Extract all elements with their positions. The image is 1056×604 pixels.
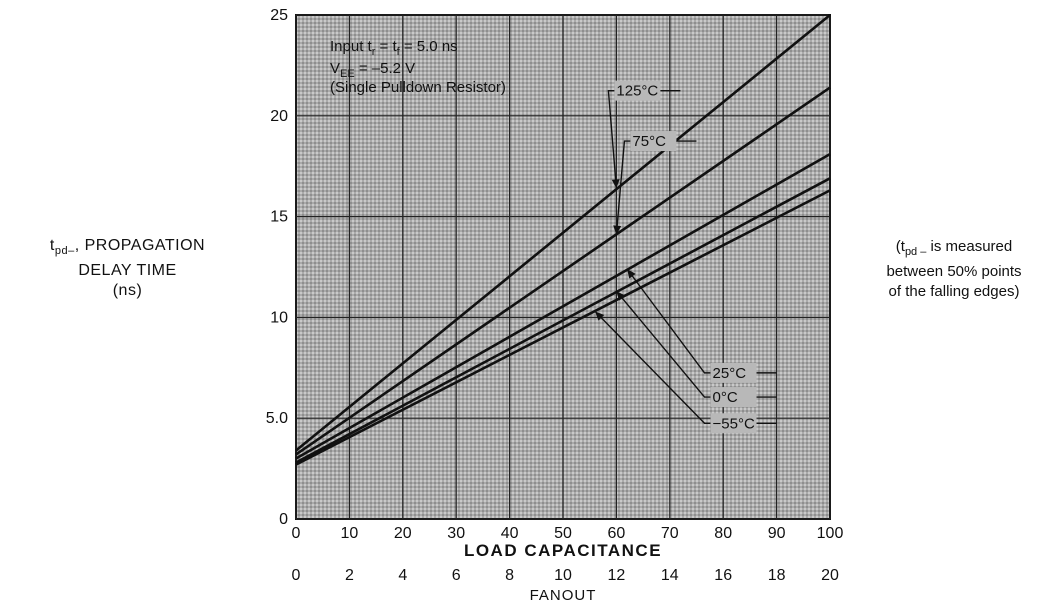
fanout-tick-label: 20	[821, 567, 839, 584]
conditions-line-1: Input tr = tf = 5.0 ns	[330, 38, 458, 58]
series-line	[295, 13, 831, 452]
fanout-tick-label: 8	[505, 567, 514, 584]
fanout-tick-label: 10	[554, 567, 572, 584]
series-callouts: 125°C 75°C 25°C 0°C −55°C	[594, 80, 777, 434]
series-label: 75°C	[632, 133, 666, 150]
series-line	[295, 177, 831, 464]
series-label-background	[710, 362, 757, 383]
x-tick-label: 90	[768, 525, 786, 542]
series-line	[295, 152, 831, 460]
x-tick-label: 100	[817, 525, 844, 542]
arrowhead	[627, 269, 636, 279]
arrowhead	[611, 179, 620, 189]
arrowhead	[613, 225, 622, 235]
y-tick-label: 20	[270, 108, 288, 125]
x-tick-label: 70	[661, 525, 679, 542]
y-axis-ticks: 0 5.0 10 15 20 25	[266, 7, 288, 528]
fanout-tick-label: 18	[768, 567, 786, 584]
arrowhead	[595, 311, 605, 321]
series-label: −55°C	[713, 415, 755, 432]
y-tick-label: 10	[270, 309, 288, 326]
fanout-tick-label: 2	[345, 567, 354, 584]
fanout-tick-label: 12	[608, 567, 626, 584]
series-lines	[295, 13, 831, 466]
test-conditions: Input tr = tf = 5.0 ns VEE = –5.2 V (Sin…	[330, 38, 506, 96]
fanout-axis-title: FANOUT	[530, 587, 597, 604]
x-tick-label: 60	[608, 525, 626, 542]
tf-subscript: f	[397, 46, 401, 58]
fanout-tick-label: 4	[398, 567, 407, 584]
fanout-tick-label: 0	[292, 567, 301, 584]
leader-line	[626, 268, 711, 374]
series-label-background	[710, 413, 757, 434]
conditions-line-3: (Single Pulldown Resistor)	[330, 79, 506, 96]
y-tick-label: 25	[270, 7, 288, 24]
x-tick-label: 10	[341, 525, 359, 542]
leader-line	[615, 140, 631, 235]
y-tick-label: 15	[270, 209, 288, 226]
tr-subscript: r	[372, 46, 376, 58]
series-label-background	[614, 80, 661, 101]
fanout-tick-label: 16	[714, 567, 732, 584]
series-label-background	[630, 131, 677, 152]
leader-line	[607, 89, 618, 189]
y-axis-label: tpd–, PROPAGATION DELAY TIME (ns)	[49, 237, 206, 300]
series-label: 0°C	[713, 389, 738, 406]
fanout-ticks: 0 2 4 6 8 10 12 14 16 18 20	[292, 567, 839, 584]
fanout-tick-label: 14	[661, 567, 679, 584]
y-tick-label: 0	[279, 511, 288, 528]
x-tick-label: 50	[554, 525, 572, 542]
vee-subscript: EE	[340, 68, 355, 80]
series-label: 25°C	[713, 365, 747, 382]
y-tick-label: 5.0	[266, 410, 288, 427]
x-axis-title: LOAD CAPACITANCE	[464, 541, 662, 560]
x-tick-label: 0	[292, 525, 301, 542]
leader-line	[594, 310, 711, 424]
x-tick-label: 20	[394, 525, 412, 542]
x-axis-ticks: 0 10 20 30 40 50 60 70 80 90 100	[292, 525, 844, 542]
series-label-background	[710, 387, 757, 408]
x-tick-label: 30	[447, 525, 465, 542]
series-line	[295, 189, 831, 466]
x-tick-label: 80	[714, 525, 732, 542]
x-tick-label: 40	[501, 525, 519, 542]
leader-line	[615, 290, 711, 398]
fanout-tick-label: 6	[452, 567, 461, 584]
series-line	[295, 86, 831, 456]
measurement-note: (tpd – is measured between 50% points of…	[886, 238, 1022, 300]
arrowhead	[616, 291, 626, 301]
series-label: 125°C	[616, 83, 658, 100]
